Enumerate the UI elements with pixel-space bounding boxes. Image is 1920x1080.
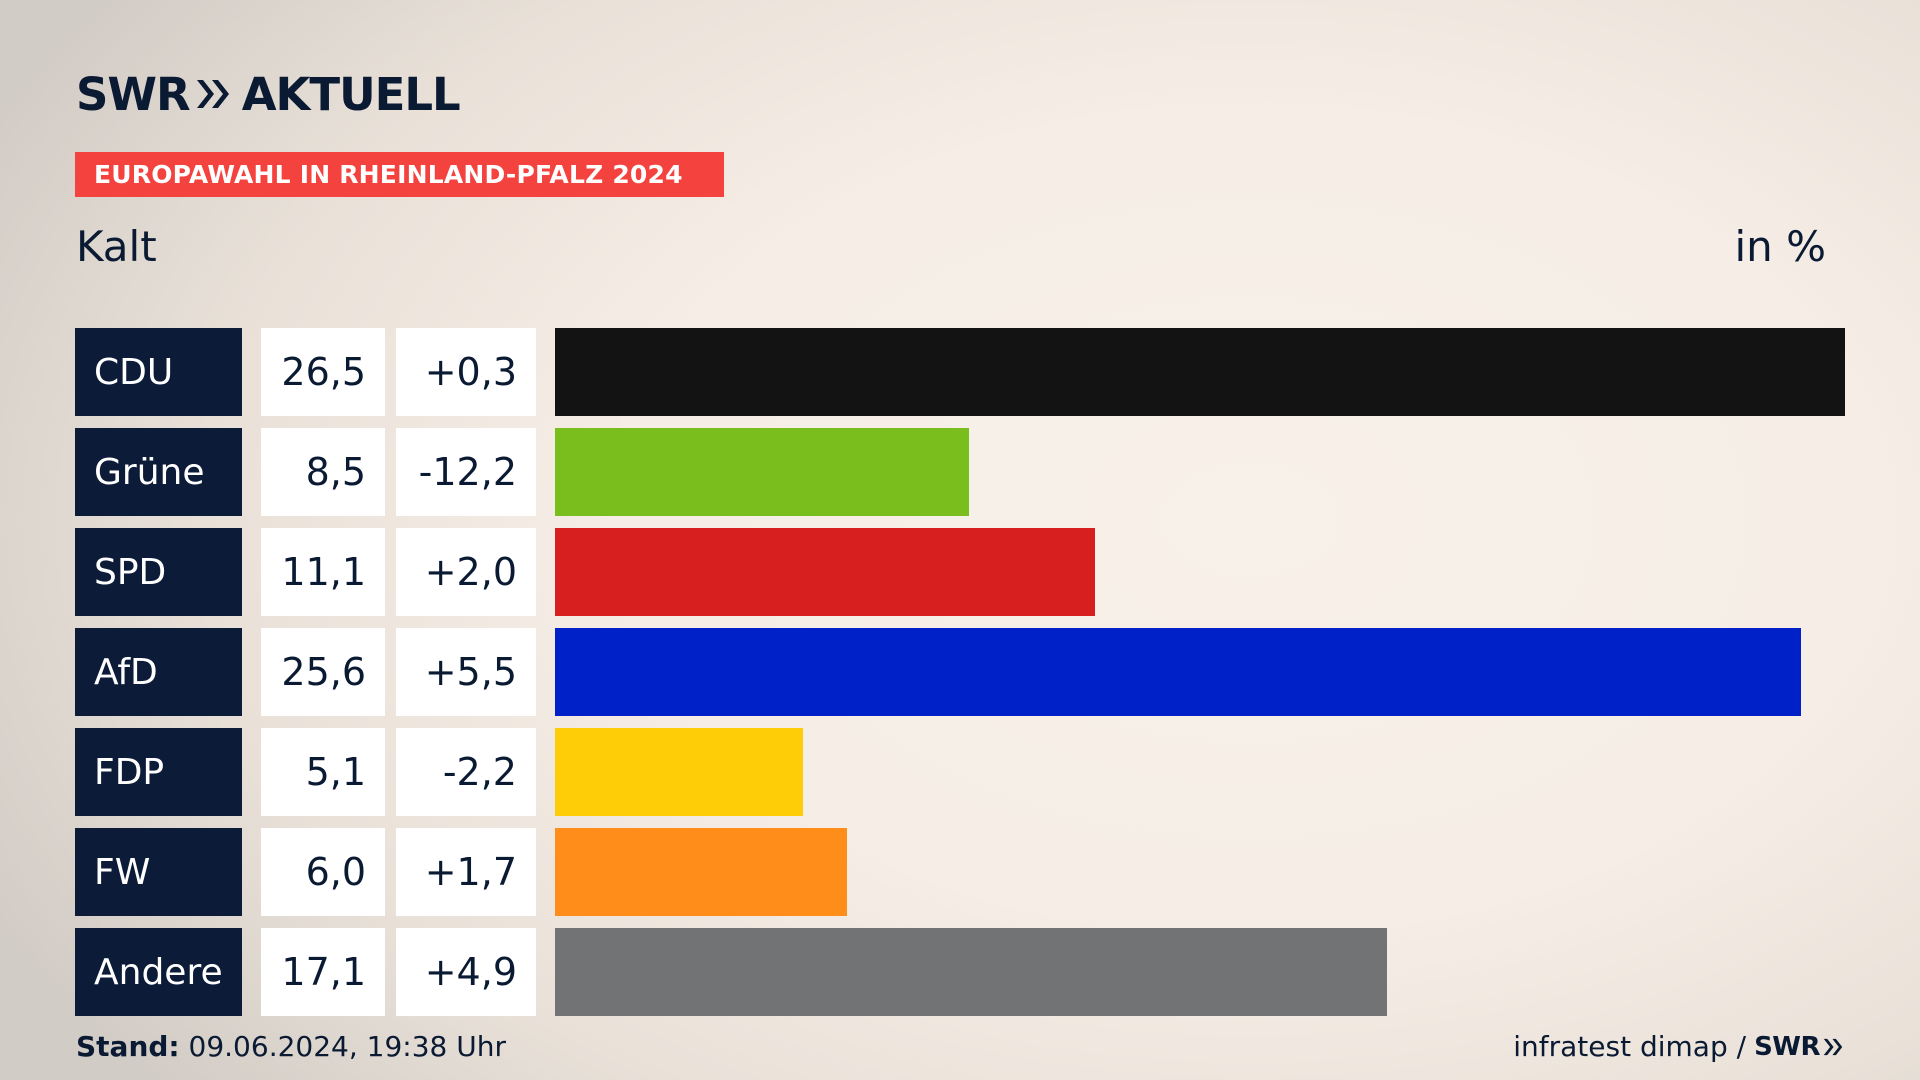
- party-label: CDU: [75, 328, 242, 416]
- stand-label: Stand:: [76, 1030, 180, 1063]
- result-bar: [555, 828, 847, 916]
- vote-share-value: 25,6: [261, 628, 385, 716]
- result-bar: [555, 628, 1801, 716]
- vote-share-value: 17,1: [261, 928, 385, 1016]
- party-label: Andere: [75, 928, 242, 1016]
- vote-share-value: 5,1: [261, 728, 385, 816]
- result-row: FW 6,0 +1,7: [75, 828, 1845, 916]
- party-label: FW: [75, 828, 242, 916]
- result-row: Andere 17,1 +4,9: [75, 928, 1845, 1016]
- vote-change-value: +0,3: [396, 328, 536, 416]
- chart-subtitle: Kalt: [76, 222, 157, 271]
- result-bar: [555, 328, 1845, 416]
- party-label: SPD: [75, 528, 242, 616]
- vote-change-value: -2,2: [396, 728, 536, 816]
- party-label: AfD: [75, 628, 242, 716]
- result-bar: [555, 928, 1387, 1016]
- result-bar: [555, 528, 1095, 616]
- source-info: infratest dimap / SWR: [1513, 1030, 1844, 1063]
- vote-change-value: +1,7: [396, 828, 536, 916]
- result-row: CDU 26,5 +0,3: [75, 328, 1845, 416]
- swr-aktuell-logo: SWR AKTUELL: [76, 66, 461, 122]
- result-row: FDP 5,1 -2,2: [75, 728, 1845, 816]
- vote-share-value: 11,1: [261, 528, 385, 616]
- vote-share-value: 26,5: [261, 328, 385, 416]
- party-label: Grüne: [75, 428, 242, 516]
- vote-change-value: -12,2: [396, 428, 536, 516]
- logo-swr-text: SWR: [76, 67, 191, 121]
- vote-change-value: +4,9: [396, 928, 536, 1016]
- unit-label: in %: [1734, 222, 1826, 271]
- result-row: Grüne 8,5 -12,2: [75, 428, 1845, 516]
- result-bar: [555, 728, 803, 816]
- party-label: FDP: [75, 728, 242, 816]
- vote-change-value: +5,5: [396, 628, 536, 716]
- vote-change-value: +2,0: [396, 528, 536, 616]
- source-text: infratest dimap /: [1513, 1030, 1747, 1063]
- source-brand: SWR: [1754, 1031, 1820, 1062]
- logo-aktuell-text: AKTUELL: [241, 67, 461, 121]
- vote-share-value: 8,5: [261, 428, 385, 516]
- election-banner: EUROPAWAHL IN RHEINLAND-PFALZ 2024: [75, 152, 724, 197]
- stand-info: Stand: 09.06.2024, 19:38 Uhr: [76, 1030, 506, 1063]
- result-row: SPD 11,1 +2,0: [75, 528, 1845, 616]
- stand-value: 09.06.2024, 19:38 Uhr: [188, 1030, 506, 1063]
- result-bar: [555, 428, 969, 516]
- double-chevron-icon: [196, 80, 229, 108]
- small-double-chevron-icon: [1823, 1038, 1843, 1055]
- result-row: AfD 25,6 +5,5: [75, 628, 1845, 716]
- vote-share-value: 6,0: [261, 828, 385, 916]
